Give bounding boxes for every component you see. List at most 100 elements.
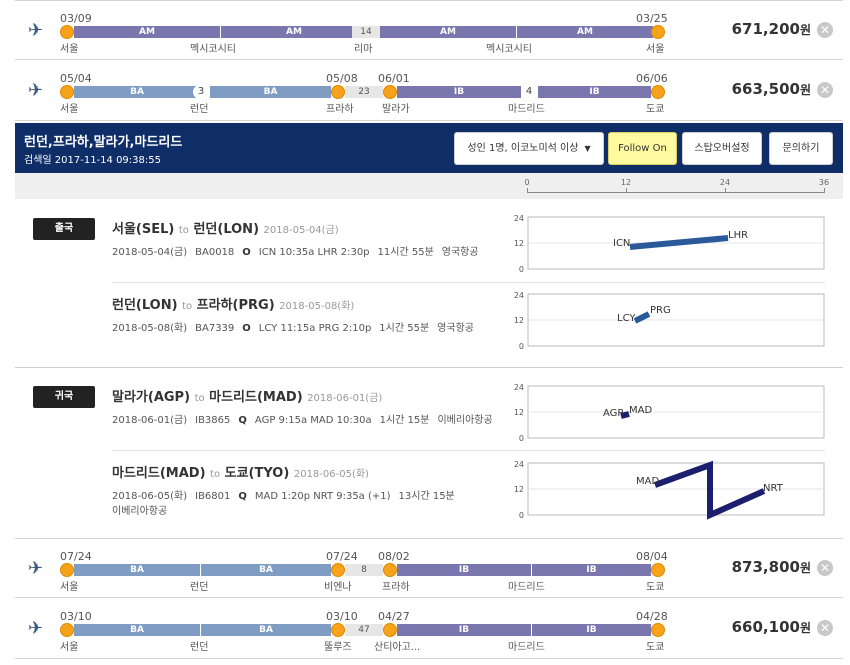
axis-label: 24 [719,178,731,187]
segment-bar: BA [201,564,331,576]
flight-line [629,235,729,250]
inbound-badge: 귀국 [33,386,95,408]
airplane-icon: ✈ [28,20,44,41]
city-label: 런던 [190,642,209,653]
remove-icon[interactable]: ✕ [817,82,833,98]
itinerary-row[interactable]: ✈ BA BA 47 IB IB 03/10 03/10 04/27 04/28… [15,599,843,659]
axis-line [527,192,824,193]
date-label: 06/01 [378,72,410,85]
chart-svg: 24 12 0 AGP MAD [514,383,825,443]
inquiry-button[interactable]: 문의하기 [769,132,833,165]
city-label: 마드리드 [508,104,545,115]
city-label: 서울 [60,642,79,653]
leg-title: 마드리드(MAD) to 도쿄(TYO) 2018-06-05(화) [112,466,369,481]
price: 873,800원 [731,558,811,576]
axis-label: 12 [620,178,632,187]
section-separator [15,367,843,368]
city-label: 산티아고... [374,642,421,653]
segment-bar: AM [517,26,653,38]
depart-date: 03/09 [60,12,92,25]
city-label: 도쿄 [646,642,665,653]
city-label: 도쿄 [646,582,665,593]
y-tick: 24 [514,383,524,392]
outbound-badge: 출국 [33,218,95,240]
city-label: 프라하 [326,104,354,115]
price: 671,200원 [731,20,811,38]
remove-icon[interactable]: ✕ [817,22,833,38]
y-tick: 24 [514,214,524,223]
route-dot [383,563,397,577]
y-tick: 24 [514,291,524,300]
remove-icon[interactable]: ✕ [817,560,833,576]
axis-tick [725,188,726,193]
segment-bar: IB [397,564,531,576]
route-dot [60,85,74,99]
to-code: LHR [728,230,748,241]
axis-tick [527,188,528,193]
segment-bar: BA [74,564,200,576]
flight-leg: 마드리드(MAD) to 도쿄(TYO) 2018-06-05(화) 2018-… [112,462,512,519]
airplane-icon: ✈ [28,80,44,101]
city-label: 프라하 [382,582,410,593]
route-dot [331,623,345,637]
leg-meta: 2018-05-04(금) BA0018 O ICN 10:35a LHR 2:30p… [112,247,479,258]
itinerary-row[interactable]: ✈ AM AM 14 AM AM 03/09 03/25 서울 멕시코시티 리마… [15,0,843,60]
from-code: LCY [617,313,636,324]
date-label: 08/02 [378,550,410,563]
flight-time-chart: 24 12 0 LCY PRG [512,291,828,351]
passenger-select[interactable]: 성인 1명, 이코노미석 이상 ▼ [454,132,604,165]
itinerary-row[interactable]: ✈ BA 3 BA 23 IB 4 IB 05/04 05/08 06/01 0… [15,61,843,121]
layover-bar: 23 [345,86,383,98]
route-dot [383,623,397,637]
axis-tick [626,188,627,193]
city-label: 마드리드 [508,642,545,653]
route-dot [651,25,665,39]
route-dot [60,623,74,637]
layover-bar: 14 [352,26,380,38]
route-dot [651,563,665,577]
city-label: 런던 [190,104,209,115]
flight-time-chart: 24 12 0 ICN LHR [512,214,828,277]
remove-icon[interactable]: ✕ [817,620,833,636]
city-label: 서울 [60,44,79,55]
time-axis: 0 12 24 36 [15,173,843,199]
route-dot [60,25,74,39]
city-label: 뚤루즈 [324,642,352,653]
chart-svg: 24 12 0 MAD NRT [514,460,825,520]
leg-meta: 2018-05-08(화) BA7339 O LCY 11:15a PRG 2:10p… [112,323,474,334]
itinerary-row[interactable]: ✈ BA BA 8 IB IB 07/24 07/24 08/02 08/04 … [15,538,843,598]
stopover-button[interactable]: 스탑오버설정 [682,132,762,165]
detail-header: 런던,프라하,말라가,마드리드 검색일 2017-11-14 09:38:55 … [15,123,843,173]
leg-title: 서울(SEL) to 런던(LON) 2018-05-04(금) [112,222,339,237]
flight-line [653,460,766,520]
segment-bar: AM [221,26,367,38]
route-dot [331,85,345,99]
segment-bar: IB [532,624,651,636]
segment-bar: BA [74,86,200,98]
to-code: MAD [629,405,652,416]
date-label: 07/24 [60,550,92,563]
date-label: 04/28 [636,610,668,623]
city-label: 멕시코시티 [190,44,236,55]
axis-label: 36 [818,178,830,187]
follow-on-button[interactable]: Follow On [608,132,677,165]
city-label: 마드리드 [508,582,545,593]
chart-svg: 24 12 0 LCY PRG [514,291,825,351]
date-label: 05/04 [60,72,92,85]
to-code: NRT [763,483,784,494]
leg-divider [112,450,825,451]
chart-svg: 24 12 0 ICN LHR [514,214,825,274]
route-dot [331,563,345,577]
detail-title: 런던,프라하,말라가,마드리드 [24,135,183,150]
city-label: 서울 [60,582,79,593]
leg-title: 말라가(AGP) to 마드리드(MAD) 2018-06-01(금) [112,390,383,405]
from-code: AGP [603,408,623,419]
from-code: ICN [613,238,630,249]
segment-bar: IB [532,564,651,576]
y-tick: 12 [514,239,524,248]
date-label: 04/27 [378,610,410,623]
date-label: 03/10 [326,610,358,623]
y-tick: 12 [514,408,524,417]
segment-bar: AM [74,26,220,38]
y-tick: 0 [519,434,524,443]
